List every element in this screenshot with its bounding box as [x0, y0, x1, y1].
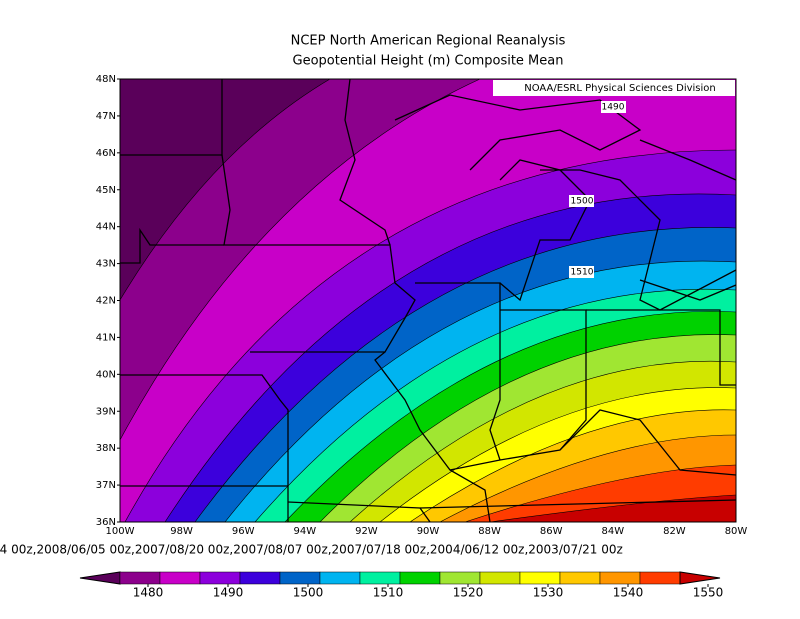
borders — [120, 79, 736, 522]
contour-label: 1510 — [571, 268, 594, 278]
date-list: 24 00z,2008/06/05 00z,2007/08/20 00z,200… — [0, 543, 623, 557]
contour-line — [319, 334, 736, 522]
colorbar-tick-label: 1500 — [293, 586, 324, 600]
colorbar-box — [479, 571, 521, 585]
contour-line — [464, 464, 736, 522]
contour-line — [120, 79, 331, 301]
colorbar-box — [519, 571, 561, 585]
lat-label: 46N — [96, 148, 116, 159]
lat-label: 44N — [96, 222, 116, 233]
subtitle: Geopotential Height (m) Composite Mean — [293, 54, 564, 69]
contour-line — [194, 227, 736, 522]
contour-line — [284, 311, 736, 522]
lat-label: 47N — [96, 111, 116, 122]
colorbar-tick-label: 1540 — [613, 586, 644, 600]
contour-line — [349, 360, 736, 522]
colorbar-box — [159, 571, 201, 585]
contour-label: 1490 — [602, 103, 625, 113]
colorbar-tick-label: 1480 — [133, 586, 164, 600]
lat-label: 45N — [96, 185, 116, 196]
lat-label: 36N — [96, 517, 116, 528]
lon-label: 88W — [478, 526, 501, 537]
shade-band — [120, 79, 330, 300]
lat-label: 41N — [96, 332, 116, 343]
colorbar-box — [359, 571, 401, 585]
contour-label-box — [569, 266, 594, 278]
lat-label: 48N — [96, 74, 116, 85]
lon-label: 90W — [417, 526, 440, 537]
lat-label: 39N — [96, 406, 116, 417]
lat-label: 40N — [96, 369, 116, 380]
colorbar-box — [439, 571, 481, 585]
contour-line — [120, 79, 481, 441]
lon-label: 94W — [293, 526, 316, 537]
contour-line — [164, 193, 736, 522]
colorbar-tick-label: 1550 — [693, 586, 724, 600]
contour-line — [439, 434, 736, 522]
lon-label: 92W — [355, 526, 378, 537]
lat-label: 42N — [96, 296, 116, 307]
colorbar-end — [679, 571, 721, 585]
colorbar-box — [599, 571, 641, 585]
lat-label: 37N — [96, 480, 116, 491]
colorbar-box — [399, 571, 441, 585]
colorbar-box — [279, 571, 321, 585]
colorbar-box — [319, 571, 361, 585]
contour-label: 1500 — [571, 197, 594, 207]
contour-line — [489, 494, 736, 522]
source-box — [493, 80, 735, 96]
contour-line — [379, 387, 736, 522]
colorbar-tick-label: 1490 — [213, 586, 244, 600]
contour-line — [409, 409, 736, 522]
contour-label-box — [601, 101, 626, 113]
lon-label: 96W — [232, 526, 255, 537]
lat-label: 38N — [96, 443, 116, 454]
colorbar-box — [559, 571, 601, 585]
colorbar-tick-label: 1520 — [453, 586, 484, 600]
lon-label: 80W — [725, 526, 748, 537]
colorbar-box — [239, 571, 281, 585]
colorbar-end — [79, 571, 121, 585]
lon-label: 86W — [540, 526, 563, 537]
colorbar-box — [639, 571, 681, 585]
lon-label: 84W — [601, 526, 624, 537]
lon-label: 100W — [106, 526, 135, 537]
contour-line — [124, 149, 736, 522]
colorbar-tick-label: 1530 — [533, 586, 564, 600]
colorbar-tick-label: 1510 — [373, 586, 404, 600]
lat-label: 43N — [96, 259, 116, 270]
lon-label: 98W — [170, 526, 193, 537]
source: NOAA/ESRL Physical Sciences Division — [524, 83, 716, 94]
colorbar-box — [119, 571, 161, 585]
map-shading — [120, 79, 736, 522]
lon-label: 82W — [663, 526, 686, 537]
contour-line — [254, 288, 736, 522]
colorbar: 1480 1490 1500 1510 1520 1530 1540 1550 — [79, 571, 724, 600]
contour-label-box — [569, 195, 594, 207]
title: NCEP North American Regional Reanalysis — [291, 34, 566, 49]
colorbar-box — [199, 571, 241, 585]
